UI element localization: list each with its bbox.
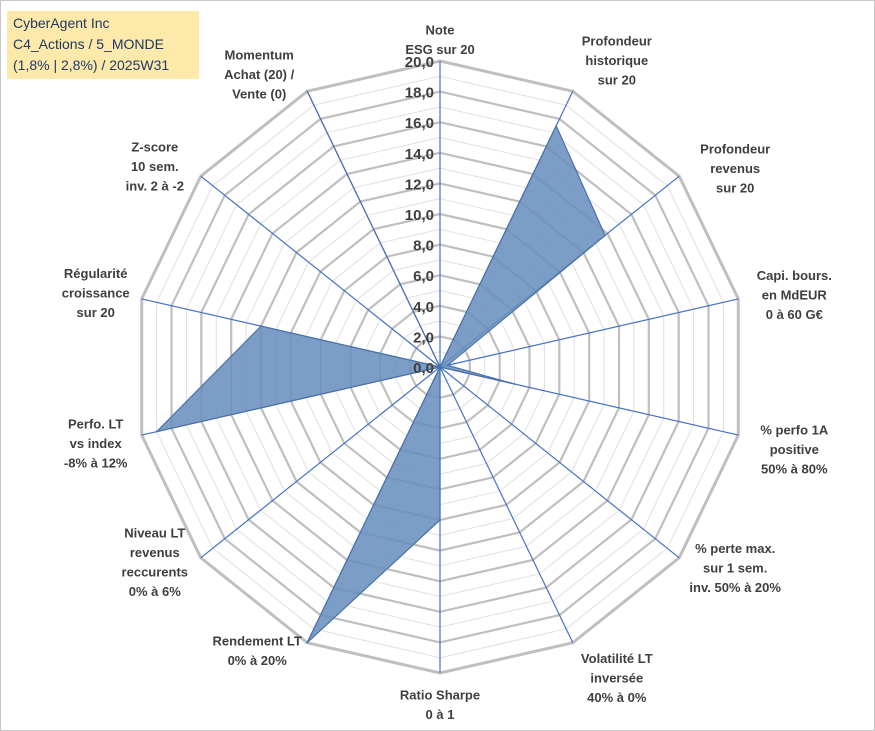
data-point <box>155 430 158 433</box>
data-point <box>446 364 449 367</box>
axis-label: Perfo. LT vs index -8% à 12% <box>64 416 128 470</box>
data-point <box>439 519 441 521</box>
tick-label: 10,0 <box>405 207 434 224</box>
axis-label: % perte max. sur 1 sem. inv. 50% à 20% <box>689 541 781 595</box>
tick-label: 0,0 <box>413 360 434 377</box>
data-point <box>306 90 309 93</box>
tick-label: 4,0 <box>413 299 434 316</box>
company-name: CyberAgent Inc <box>13 15 110 31</box>
axis-label: Momentum Achat (20) / Vente (0) <box>224 47 294 101</box>
period-line: (1,8% | 2,8%) / 2025W31 <box>13 57 170 73</box>
axis-label: Profondeur revenus sur 20 <box>700 142 770 196</box>
data-point <box>439 366 441 368</box>
axis-label: Ratio Sharpe 0 à 1 <box>400 688 480 723</box>
axis-label: Volatilité LT inversée 40% à 0% <box>581 651 653 705</box>
radar-series <box>154 90 606 644</box>
axis-spoke <box>439 366 680 559</box>
axis-label: Niveau LT revenus reccurents 0% à 6% <box>122 525 188 599</box>
radar-axis-labels: Note ESG sur 20 Profondeur historique sur 20… <box>62 23 832 723</box>
tick-label: 14,0 <box>405 146 434 163</box>
data-point <box>604 234 606 237</box>
data-point <box>260 325 262 327</box>
axis-label: Z-score 10 sem. inv. 2 à -2 <box>126 140 184 194</box>
tick-label: 8,0 <box>413 238 434 255</box>
tick-label: 2,0 <box>413 329 434 346</box>
axis-spoke <box>200 366 441 559</box>
axis-label: Capi. bours. en MdEUR 0 à 60 G€ <box>757 268 832 322</box>
axis-label: Régularité croissance sur 20 <box>62 266 130 320</box>
axis-spoke <box>439 298 739 368</box>
info-box: CyberAgent Inc C4_Actions / 5_MONDE (1,8… <box>7 11 199 79</box>
series-area <box>154 91 606 644</box>
axis-spoke <box>439 366 574 643</box>
axis-label: Note ESG sur 20 <box>405 23 474 58</box>
data-point <box>555 125 557 127</box>
tick-label: 18,0 <box>405 85 434 102</box>
axis-label: Profondeur historique sur 20 <box>582 33 652 87</box>
data-point <box>306 641 309 644</box>
tick-label: 12,0 <box>405 176 434 193</box>
radar-tick-labels: 0,0 2,0 4,0 6,0 8,0 10,0 12,0 14,0 16,0 18,0 20,0 <box>405 54 434 377</box>
tick-label: 20,0 <box>405 54 434 71</box>
axis-spoke <box>200 175 441 368</box>
data-point <box>513 383 516 385</box>
category-line: C4_Actions / 5_MONDE <box>13 36 164 52</box>
tick-label: 16,0 <box>405 115 434 132</box>
axis-label: % perfo 1A positive 50% à 80% <box>760 422 829 476</box>
tick-label: 6,0 <box>413 268 434 285</box>
axis-label: Rendement LT 0% à 20% <box>213 634 302 669</box>
